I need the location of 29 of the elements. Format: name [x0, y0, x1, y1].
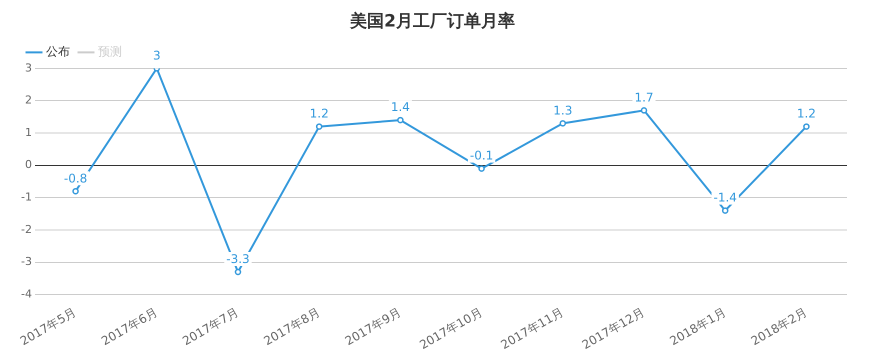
point: [478, 165, 485, 172]
y-tick-label: -2: [21, 222, 32, 236]
point: [722, 207, 728, 214]
point: [316, 123, 322, 130]
y-tick-label: -1: [21, 190, 32, 204]
data-label: -3.3: [226, 252, 250, 266]
data-label: -1.4: [713, 190, 737, 205]
data-label: 1.7: [634, 90, 654, 105]
y-tick-label: 1: [24, 126, 32, 139]
point: [234, 268, 242, 276]
point: [803, 123, 810, 130]
point: [560, 120, 566, 127]
y-tick-label: -3: [21, 255, 32, 268]
y-tick-label: -4: [21, 287, 32, 300]
point: [397, 116, 404, 124]
data-label: 3: [152, 48, 161, 63]
point: [72, 188, 79, 194]
y-tick-label: 2: [24, 94, 32, 107]
data-label: 1.3: [553, 103, 572, 118]
chart-title: 美国2月工厂订单月率: [349, 12, 515, 32]
y-tick-label: 3: [24, 61, 32, 74]
data-label: 1.4: [390, 100, 410, 114]
data-label: 1.2: [310, 106, 329, 121]
point: [640, 107, 648, 114]
data-label: 1.2: [796, 106, 816, 121]
data-label: -0.1: [470, 148, 494, 163]
data-label: -0.8: [64, 171, 88, 186]
y-tick-label: 0: [24, 158, 32, 172]
legend-label: 公布: [46, 44, 70, 59]
